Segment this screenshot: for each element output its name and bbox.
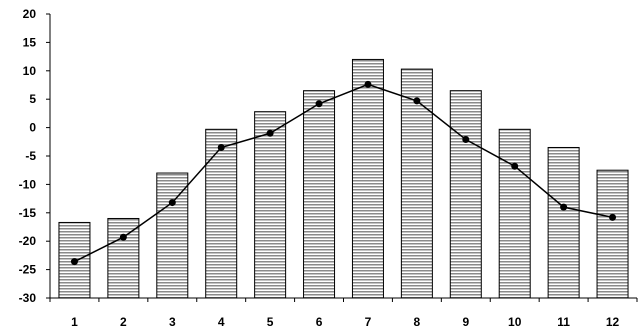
x-tick-label: 7 [365, 315, 372, 329]
bar-12 [596, 169, 629, 299]
y-tick-label: -15 [19, 206, 37, 220]
bar-5 [254, 111, 287, 299]
axes-layer [46, 13, 638, 302]
bar-2 [107, 217, 140, 299]
line-point-10 [511, 162, 519, 170]
y-tick-label: 0 [29, 121, 36, 135]
y-tick-label: -10 [19, 177, 37, 191]
x-tick-label: 9 [462, 315, 469, 329]
points-layer [70, 80, 617, 266]
x-tick-label: 3 [169, 315, 176, 329]
bar-3 [156, 172, 189, 299]
bar-8 [400, 68, 433, 299]
x-tick-labels: 1 2 3 4 5 6 7 8 9 10 11 12 [71, 315, 619, 329]
x-tick-label: 11 [557, 315, 570, 329]
y-tick-label: -5 [25, 149, 36, 163]
x-tick-label: 1 [71, 315, 78, 329]
x-tick-label: 2 [120, 315, 127, 329]
line-point-8 [413, 97, 421, 105]
line-point-9 [462, 136, 470, 144]
x-tick-label: 12 [606, 315, 620, 329]
y-tick-label: 10 [23, 64, 37, 78]
line-layer [74, 83, 613, 263]
x-tick-label: 5 [267, 315, 274, 329]
line-point-1 [70, 258, 78, 266]
x-tick-label: 4 [218, 315, 225, 329]
y-tick-label: 15 [23, 35, 37, 49]
y-tick-label: -30 [19, 291, 37, 305]
y-tick-label: -20 [19, 234, 37, 248]
bar-9 [449, 90, 482, 299]
line-point-4 [217, 143, 225, 151]
x-tick-label: 8 [414, 315, 421, 329]
y-tick-label: 20 [23, 7, 37, 21]
line-point-5 [266, 129, 274, 137]
x-tick-label: 10 [508, 315, 522, 329]
y-tick-labels: 20 15 10 5 0 -5 -10 -15 -20 -25 -30 [19, 7, 37, 305]
bar-7 [351, 58, 384, 299]
bar-4 [205, 128, 238, 299]
y-tick-label: 5 [29, 92, 36, 106]
line-point-2 [119, 233, 127, 241]
bar-10 [498, 128, 531, 299]
line-point-11 [560, 203, 568, 211]
bar-6 [303, 90, 336, 299]
y-tick-label: -25 [19, 263, 37, 277]
line-point-6 [315, 100, 323, 108]
line-point-3 [168, 199, 176, 207]
bars-layer [58, 58, 629, 299]
line-point-12 [609, 213, 617, 221]
line-point-7 [364, 80, 372, 88]
series-line [74, 83, 613, 263]
x-tick-label: 6 [316, 315, 323, 329]
bar-11 [547, 146, 580, 299]
